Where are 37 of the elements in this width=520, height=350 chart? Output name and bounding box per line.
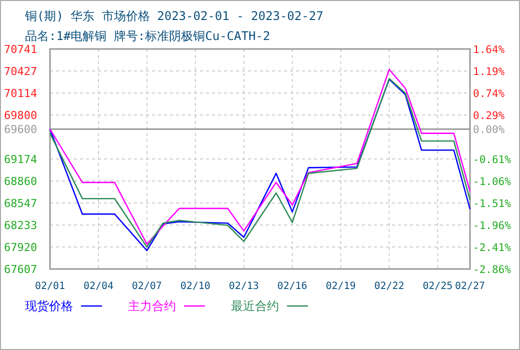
- y2-tick-label: 0.29%: [473, 110, 506, 122]
- legend-label: 主力合约: [128, 299, 176, 313]
- x-tick-label: 02/19: [326, 281, 356, 292]
- x-tick-label: 02/27: [455, 281, 486, 292]
- y2-tick-label: -1.51%: [473, 198, 512, 210]
- x-tick-label: 02/25: [422, 281, 453, 292]
- y-tick-label: 69800: [4, 109, 38, 122]
- y-tick-label: 68860: [4, 175, 38, 188]
- y2-tick-label: -1.06%: [473, 176, 512, 188]
- x-tick-label: 02/10: [180, 281, 210, 292]
- y2-tick-label: -0.61%: [473, 154, 512, 166]
- chart-subtitle: 品名:1#电解铜 牌号:标准阴极铜Cu-CATH-2: [25, 29, 270, 43]
- x-tick-label: 02/01: [35, 281, 66, 292]
- x-tick-label: 02/13: [228, 281, 259, 292]
- x-tick-label: 02/04: [83, 281, 114, 292]
- y-tick-label: 67920: [4, 241, 38, 254]
- x-tick-label: 02/22: [374, 281, 404, 292]
- y2-tick-label: 0.74%: [473, 88, 506, 100]
- y-tick-label: 68233: [4, 219, 38, 232]
- y-tick-label: 70114: [4, 87, 38, 100]
- y2-tick-label: -2.41%: [473, 242, 512, 254]
- y-tick-label: 70427: [4, 65, 38, 78]
- legend-label: 现货价格: [25, 299, 73, 313]
- y-tick-label: 68547: [4, 197, 38, 210]
- legend-label: 最近合约: [231, 299, 279, 313]
- y-tick-label: 67607: [4, 263, 38, 276]
- y2-tick-label: 0.00%: [473, 124, 506, 136]
- y-tick-label: 69174: [4, 153, 38, 166]
- x-tick-label: 02/16: [277, 281, 308, 292]
- y2-tick-label: 1.19%: [473, 66, 506, 78]
- y2-tick-label: -2.86%: [473, 264, 512, 276]
- x-tick-label: 02/07: [132, 281, 162, 292]
- y2-tick-label: -1.96%: [473, 220, 512, 232]
- y-tick-label: 70741: [4, 43, 38, 56]
- y-tick-label: 69600: [4, 123, 38, 136]
- y2-tick-label: 1.64%: [473, 44, 506, 56]
- chart-title: 铜(期) 华东 市场价格 2023-02-01 - 2023-02-27: [24, 9, 324, 23]
